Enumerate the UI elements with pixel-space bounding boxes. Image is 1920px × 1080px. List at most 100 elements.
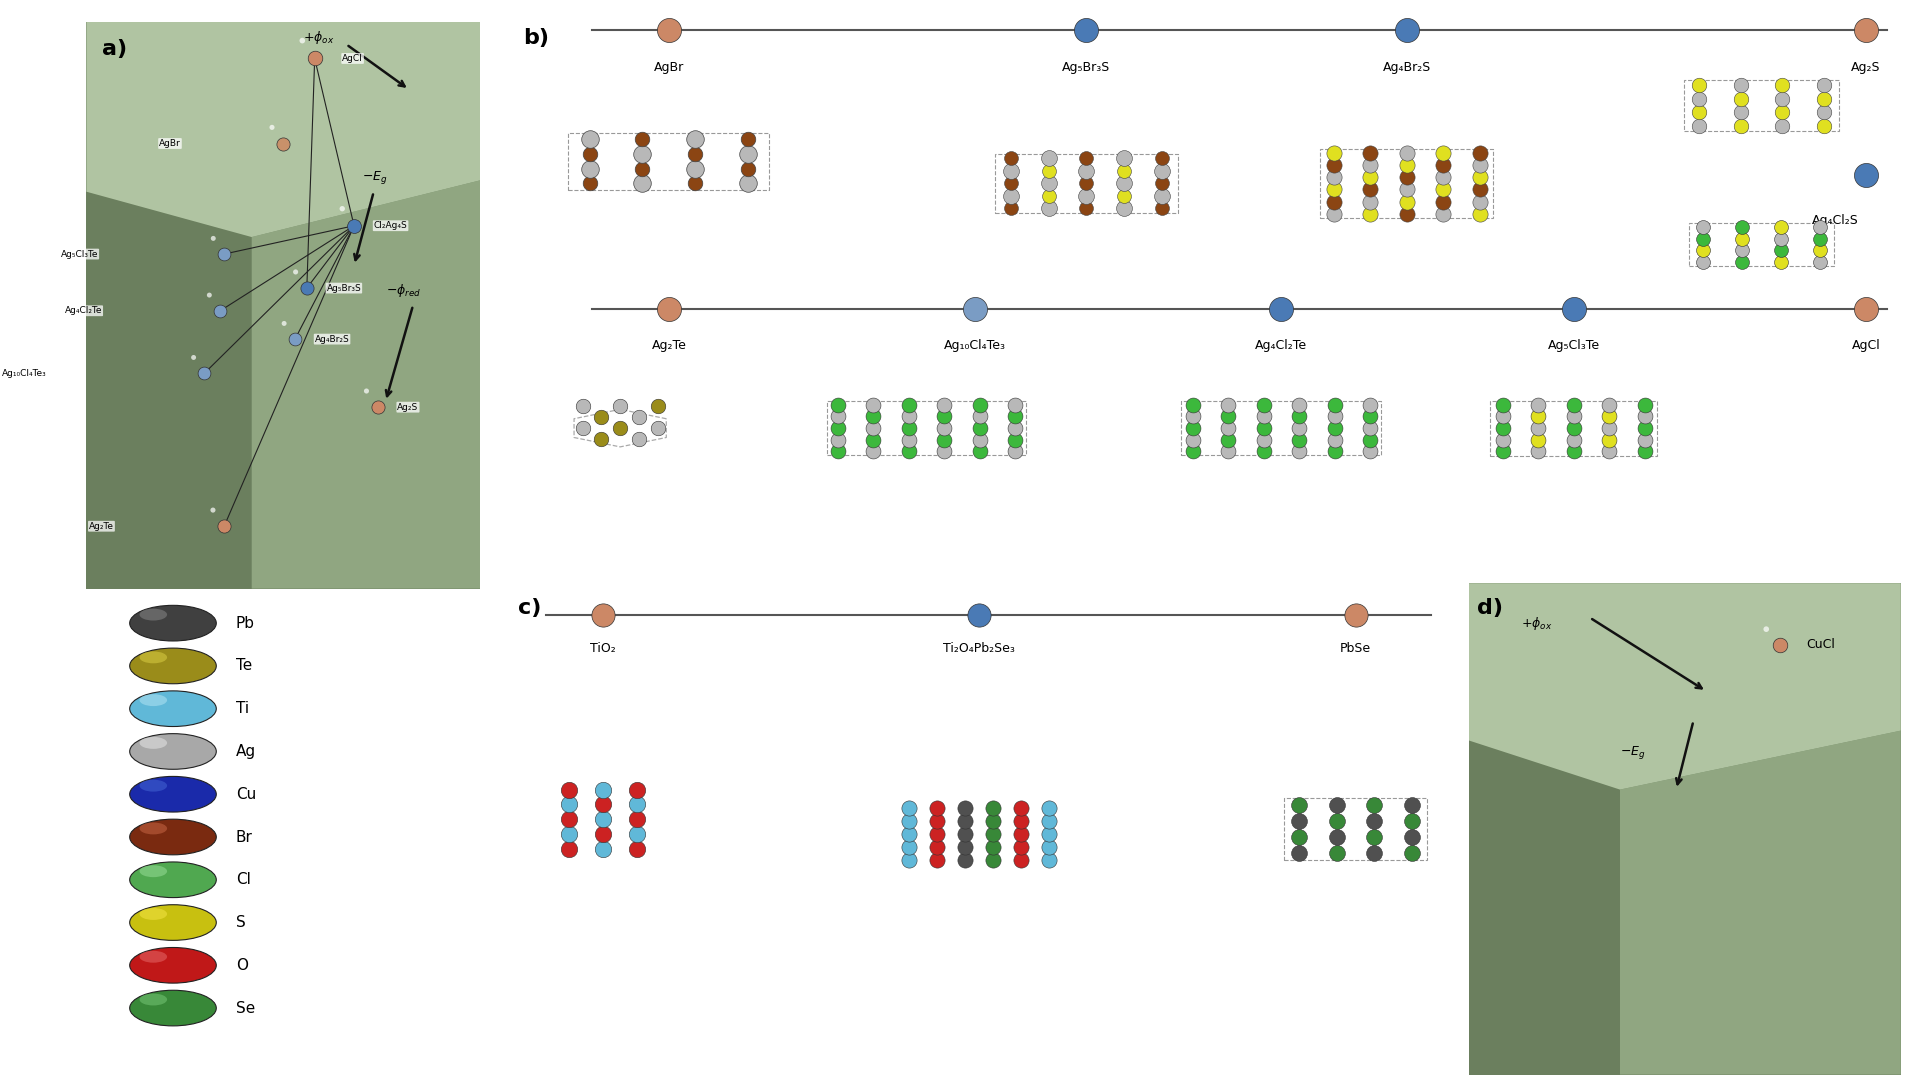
Point (622, 781, 653, 798)
Ellipse shape (140, 950, 167, 962)
Point (1465, 180, 1496, 198)
Point (1778, 137, 1809, 154)
Point (1213, 443, 1244, 460)
Point (286, 32, 317, 50)
Polygon shape (1469, 583, 1901, 789)
Point (586, 408, 616, 426)
Point (1809, 117, 1839, 134)
Point (628, 175, 659, 192)
Point (977, 799, 1008, 816)
Point (1146, 187, 1177, 204)
Point (922, 851, 952, 868)
Point (1726, 230, 1757, 247)
Point (1319, 205, 1350, 222)
Text: $+\phi_{ox}$: $+\phi_{ox}$ (303, 29, 334, 46)
Point (1359, 845, 1390, 862)
Point (1177, 396, 1208, 414)
Text: Ag₂S: Ag₂S (1851, 62, 1882, 75)
Point (822, 443, 852, 460)
Point (1486, 271, 1517, 288)
Point (1006, 825, 1037, 842)
Text: Cl: Cl (236, 873, 252, 888)
Point (1177, 443, 1208, 460)
Polygon shape (1620, 730, 1901, 1075)
Point (1292, 582, 1323, 599)
Point (1559, 431, 1590, 448)
Point (1764, 636, 1795, 653)
Point (858, 443, 889, 460)
Point (1321, 796, 1352, 813)
Point (1284, 796, 1315, 813)
Point (1319, 157, 1350, 174)
Point (1000, 431, 1031, 448)
Point (553, 810, 584, 827)
Point (929, 396, 960, 414)
Point (995, 150, 1025, 167)
Ellipse shape (131, 648, 217, 684)
Point (1284, 408, 1315, 426)
Point (1766, 242, 1797, 259)
Text: Ag₅Br₃S: Ag₅Br₃S (326, 284, 361, 293)
Point (1726, 218, 1757, 235)
Text: a): a) (102, 39, 127, 58)
Point (1071, 187, 1102, 204)
Point (1392, 168, 1423, 186)
Point (950, 851, 981, 868)
Point (1265, 300, 1296, 318)
Point (1146, 200, 1177, 217)
Point (326, 200, 357, 217)
Point (680, 131, 710, 148)
Point (1630, 419, 1661, 436)
Text: Br: Br (236, 829, 253, 845)
Point (1396, 812, 1427, 829)
Point (1766, 254, 1797, 271)
Point (1805, 242, 1836, 259)
Point (1319, 193, 1350, 211)
Point (1110, 175, 1140, 192)
Point (588, 810, 618, 827)
Point (582, 0, 612, 10)
Point (1805, 254, 1836, 271)
Point (628, 160, 659, 177)
Point (929, 419, 960, 436)
Point (977, 812, 1008, 829)
Text: S: S (236, 915, 246, 930)
Point (1766, 104, 1797, 121)
Ellipse shape (131, 819, 217, 855)
Point (1778, 0, 1809, 10)
Point (1033, 851, 1064, 868)
Point (822, 431, 852, 448)
Point (205, 302, 236, 320)
Point (338, 217, 369, 234)
Point (1000, 443, 1031, 460)
Point (628, 145, 659, 162)
Ellipse shape (131, 990, 217, 1026)
Ellipse shape (131, 605, 217, 642)
Point (1110, 200, 1140, 217)
Point (1356, 408, 1386, 426)
Point (188, 364, 219, 381)
Point (1248, 408, 1279, 426)
Point (995, 187, 1025, 204)
Text: Ag₅Cl₃Te: Ag₅Cl₃Te (61, 249, 98, 258)
Point (1396, 828, 1427, 846)
Point (1851, 22, 1882, 39)
Point (553, 825, 584, 842)
Polygon shape (252, 180, 480, 589)
Point (1071, 162, 1102, 179)
Point (1146, 150, 1177, 167)
Point (1465, 168, 1496, 186)
Point (1751, 621, 1782, 638)
Point (1428, 145, 1459, 162)
Point (1359, 812, 1390, 829)
Point (822, 408, 852, 426)
Point (822, 396, 852, 414)
Point (269, 314, 300, 332)
Point (1726, 254, 1757, 271)
Point (858, 408, 889, 426)
Point (1428, 168, 1459, 186)
Point (209, 517, 240, 535)
Point (1177, 431, 1208, 448)
Point (1688, 242, 1718, 259)
Text: $+\phi_{ox}$: $+\phi_{ox}$ (1521, 616, 1551, 633)
